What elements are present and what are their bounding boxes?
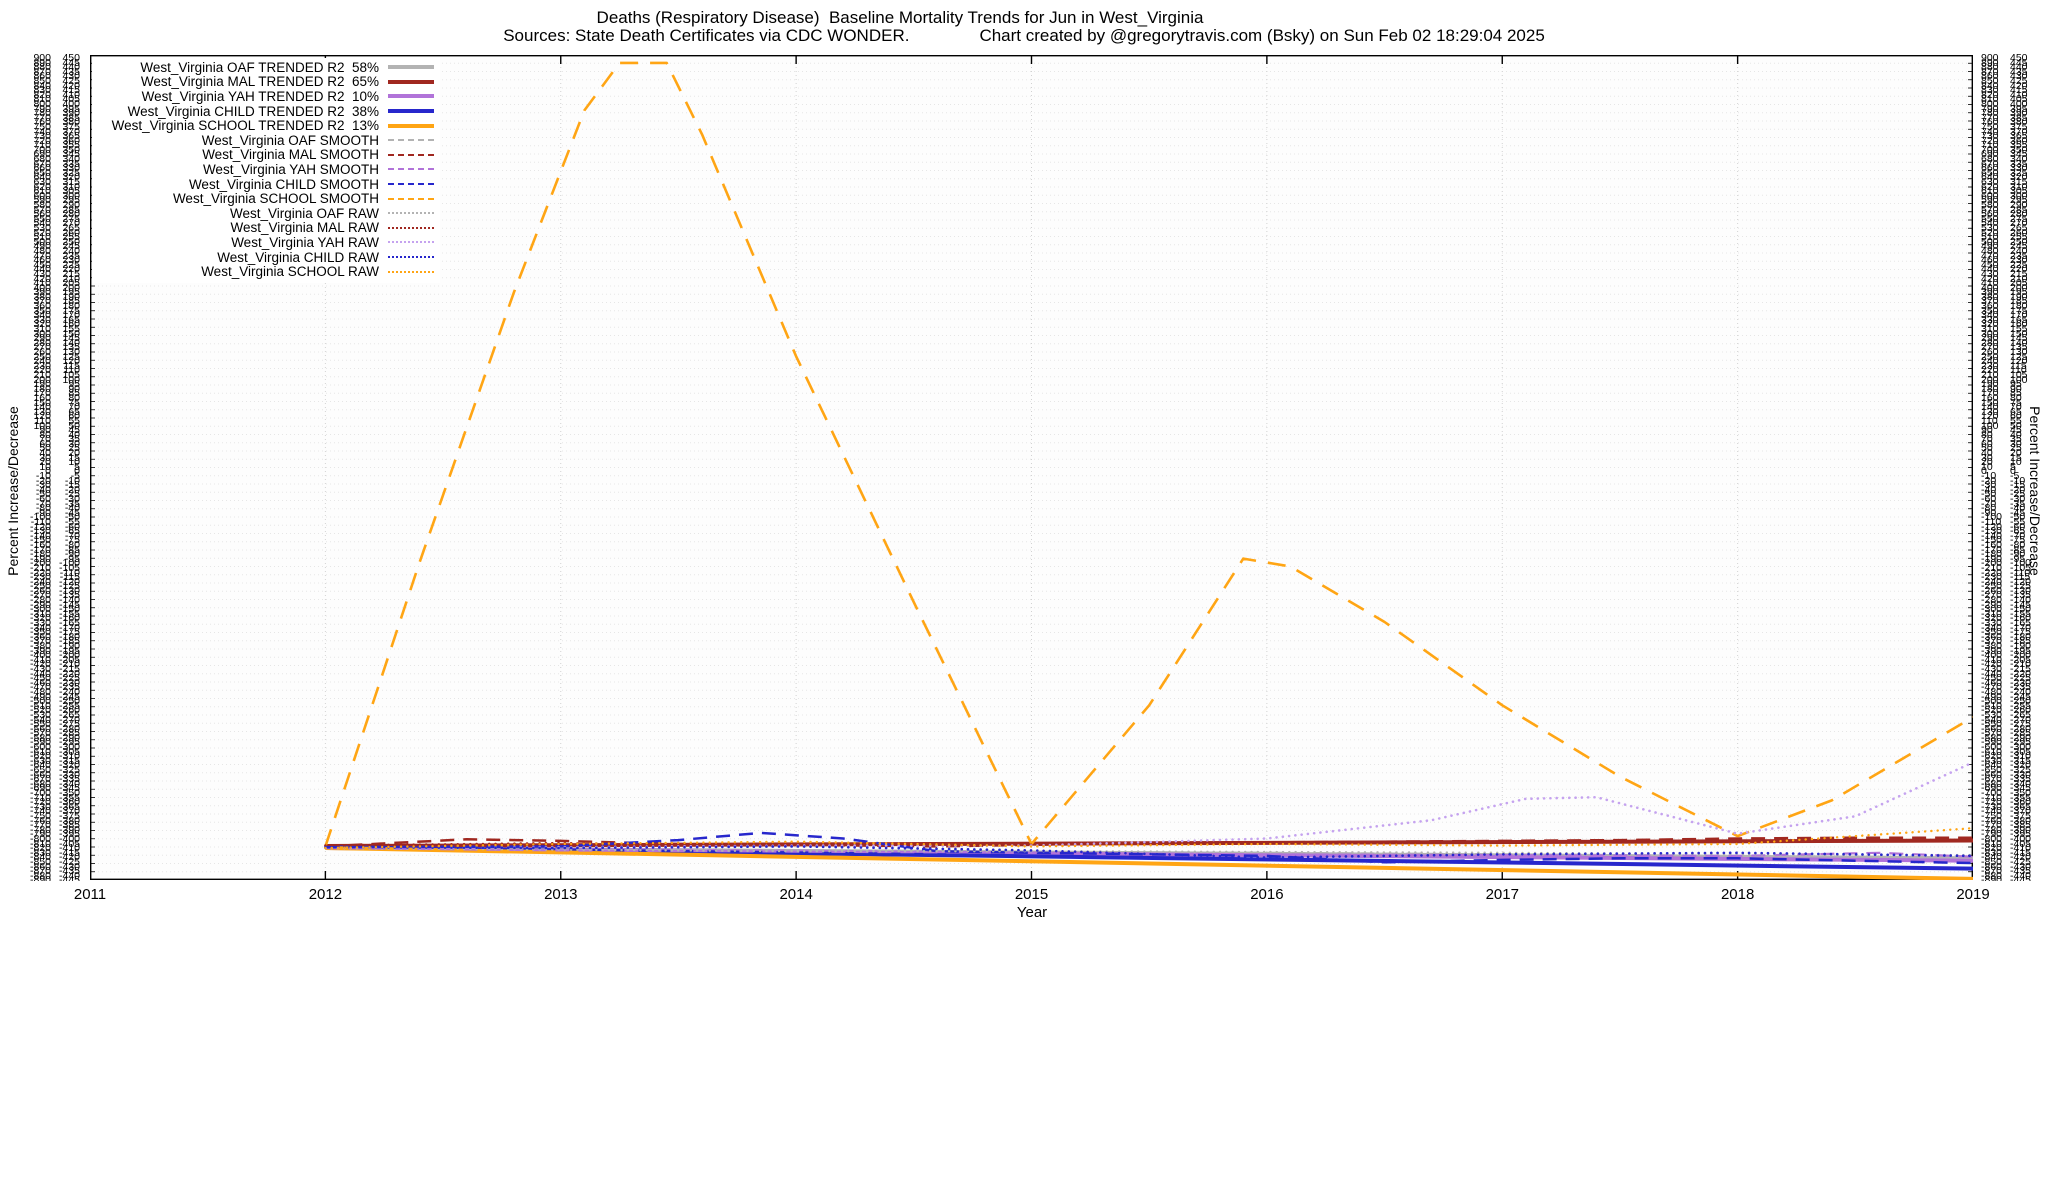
- x-axis-title: Year: [1016, 904, 1048, 921]
- legend-item-oaf_raw: West_Virginia OAF RAW: [98, 206, 434, 221]
- legend-label: West_Virginia OAF SMOOTH: [201, 132, 379, 148]
- legend-item-school_raw: West_Virginia SCHOOL RAW: [98, 264, 434, 279]
- legend-line-sample: [388, 139, 434, 142]
- series-child_raw: [324, 845, 1973, 859]
- legend-label: West_Virginia SCHOOL SMOOTH: [172, 191, 379, 207]
- legend-line-sample: [388, 153, 434, 156]
- y-tick-stack-left-1: 450 445 440 435 430 425 420 415 410 405 400 395 390 3…: [58, 53, 80, 881]
- legend-line-sample: [388, 123, 434, 128]
- chart-credit-note: Chart created by @gregorytravis.com (Bsk…: [979, 26, 1545, 45]
- series-mal_raw: [324, 839, 1973, 847]
- legend-item-oaf_smooth: West_Virginia OAF SMOOTH: [98, 133, 434, 148]
- y-tick-stack-right-2: 900 890 880 870 860 850 840 830 820 810 800 790 780 7…: [1981, 53, 2003, 881]
- legend-label: West_Virginia SCHOOL RAW: [201, 264, 379, 280]
- legend-line-sample: [388, 197, 434, 200]
- y-axis-title-left: Percent Increase/Decrease: [5, 406, 21, 576]
- legend-label: West_Virginia YAH SMOOTH: [202, 161, 379, 177]
- legend-item-yah_trended: West_Virginia YAH TRENDED R2 10%: [98, 89, 434, 104]
- x-tick-label-2015: 2015: [1014, 886, 1049, 903]
- legend-item-child_smooth: West_Virginia CHILD SMOOTH: [98, 177, 434, 192]
- axes-frame: [90, 55, 1973, 880]
- grid: [90, 55, 1973, 880]
- legend-label: West_Virginia MAL SMOOTH: [202, 147, 379, 163]
- legend-line-sample: [388, 168, 434, 171]
- series-child_smooth: [325, 831, 1973, 865]
- x-tick-label-2017: 2017: [1485, 886, 1519, 903]
- legend-line-sample: [388, 79, 434, 84]
- legend-item-school_smooth: West_Virginia SCHOOL SMOOTH: [98, 191, 434, 206]
- legend-item-child_raw: West_Virginia CHILD RAW: [98, 250, 434, 265]
- legend-line-sample: [388, 241, 434, 244]
- legend-label: West_Virginia CHILD SMOOTH: [188, 176, 379, 192]
- legend-label: West_Virginia MAL TRENDED R2 65%: [140, 74, 379, 90]
- legend-item-child_trended: West_Virginia CHILD TRENDED R2 38%: [98, 104, 434, 119]
- series-school_trended: [325, 846, 1973, 880]
- legend-item-oaf_trended: West_Virginia OAF TRENDED R2 58%: [98, 60, 434, 75]
- legend-item-yah_smooth: West_Virginia YAH SMOOTH: [98, 162, 434, 177]
- plot-area: West_Virginia OAF TRENDED R2 58% West_Vir…: [90, 55, 1973, 880]
- x-tick-label-2013: 2013: [544, 886, 578, 903]
- legend-label: West_Virginia YAH TRENDED R2 10%: [141, 88, 379, 104]
- legend-line-sample: [388, 94, 434, 99]
- x-tick-label-2016: 2016: [1250, 886, 1284, 903]
- x-tick-label-2019: 2019: [1956, 886, 1990, 903]
- legend-line-sample: [388, 256, 434, 259]
- series-school_raw: [324, 827, 1973, 850]
- legend-item-mal_trended: West_Virginia MAL TRENDED R2 65%: [98, 74, 434, 90]
- x-tick-label-2014: 2014: [779, 886, 813, 903]
- legend-line-sample: [388, 270, 434, 273]
- x-tick-label-2011: 2011: [73, 886, 107, 903]
- legend-label: West_Virginia CHILD TRENDED R2 38%: [127, 103, 379, 119]
- legend-label: West_Virginia OAF RAW: [229, 205, 379, 221]
- x-tick-label-2018: 2018: [1720, 886, 1755, 903]
- legend-label: West_Virginia MAL RAW: [230, 220, 379, 236]
- legend-line-sample: [388, 183, 434, 186]
- legend-item-yah_raw: West_Virginia YAH RAW: [98, 235, 434, 250]
- legend-item-school_trended: West_Virginia SCHOOL TRENDED R2 13%: [98, 118, 434, 133]
- legend-label: West_Virginia SCHOOL TRENDED R2 13%: [111, 118, 379, 134]
- chart-source-note: Sources: State Death Certificates via CD…: [503, 26, 910, 45]
- legend-item-mal_smooth: West_Virginia MAL SMOOTH: [98, 147, 434, 163]
- legend-label: West_Virginia YAH RAW: [231, 234, 379, 250]
- legend-line-sample: [388, 212, 434, 215]
- legend-label: West_Virginia CHILD RAW: [217, 249, 379, 265]
- legend-item-mal_raw: West_Virginia MAL RAW: [98, 220, 434, 236]
- chart-title: Deaths (Respiratory Disease) Baseline Mo…: [596, 8, 1204, 27]
- y-tick-stack-left-0: 900 890 880 870 860 850 840 830 820 810 800 790 780 7…: [29, 53, 51, 881]
- legend-line-sample: [388, 226, 434, 229]
- y-tick-stack-right-3: 450 445 440 435 430 425 420 415 410 405 400 395 390 3…: [2010, 53, 2032, 881]
- chart-subtitle: Sources: State Death Certificates via CD…: [0, 26, 2048, 46]
- legend-line-sample: [388, 109, 434, 114]
- legend-line-sample: [388, 65, 434, 70]
- series-child_trended: [325, 845, 1973, 871]
- legend: West_Virginia OAF TRENDED R2 58% West_Vir…: [92, 58, 440, 283]
- x-tick-label-2012: 2012: [308, 886, 343, 903]
- legend-label: West_Virginia OAF TRENDED R2 58%: [140, 59, 379, 75]
